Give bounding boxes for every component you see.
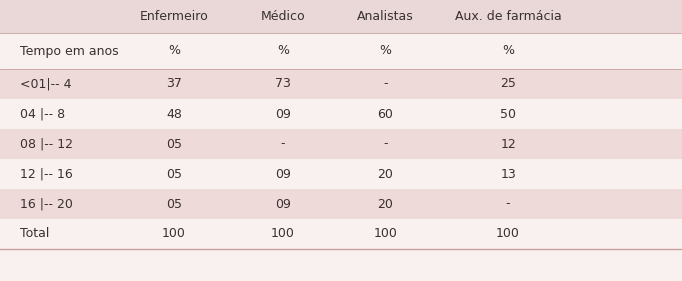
Text: Tempo em anos: Tempo em anos	[20, 44, 119, 58]
Text: %: %	[379, 44, 391, 58]
Text: 60: 60	[377, 108, 394, 121]
Text: 50: 50	[500, 108, 516, 121]
Text: 05: 05	[166, 167, 182, 180]
Text: -: -	[383, 137, 387, 151]
Text: 25: 25	[500, 78, 516, 90]
Text: -: -	[506, 198, 510, 210]
Text: 100: 100	[162, 228, 186, 241]
Text: Aux. de farmácia: Aux. de farmácia	[455, 10, 561, 23]
Bar	[0, 99, 682, 129]
Text: 08 |-- 12: 08 |-- 12	[20, 137, 74, 151]
Text: 13: 13	[500, 167, 516, 180]
Text: 12 |-- 16: 12 |-- 16	[20, 167, 73, 180]
Text: -: -	[383, 78, 387, 90]
Text: %: %	[277, 44, 289, 58]
Bar	[0, 159, 682, 189]
Text: %: %	[168, 44, 180, 58]
Text: 100: 100	[373, 228, 398, 241]
Text: -: -	[281, 137, 285, 151]
Bar	[0, 129, 682, 159]
Text: 05: 05	[166, 198, 182, 210]
Text: 16 |-- 20: 16 |-- 20	[20, 198, 74, 210]
Text: 09: 09	[275, 167, 291, 180]
Text: 04 |-- 8: 04 |-- 8	[20, 108, 65, 121]
Text: 20: 20	[377, 167, 394, 180]
Text: 73: 73	[275, 78, 291, 90]
Text: 37: 37	[166, 78, 182, 90]
Text: Analistas: Analistas	[357, 10, 414, 23]
Bar	[0, 219, 682, 249]
Bar	[0, 189, 682, 219]
Text: 12: 12	[500, 137, 516, 151]
Text: <01|-- 4: <01|-- 4	[20, 78, 72, 90]
Text: 100: 100	[496, 228, 520, 241]
Text: 100: 100	[271, 228, 295, 241]
Bar	[0, 33, 682, 69]
Text: Enfermeiro: Enfermeiro	[140, 10, 208, 23]
Bar	[0, 69, 682, 99]
Text: 05: 05	[166, 137, 182, 151]
Text: 09: 09	[275, 108, 291, 121]
Text: 20: 20	[377, 198, 394, 210]
Text: Total: Total	[20, 228, 50, 241]
Text: %: %	[502, 44, 514, 58]
Bar	[0, 0, 682, 33]
Text: 09: 09	[275, 198, 291, 210]
Text: 48: 48	[166, 108, 182, 121]
Text: Médico: Médico	[261, 10, 306, 23]
